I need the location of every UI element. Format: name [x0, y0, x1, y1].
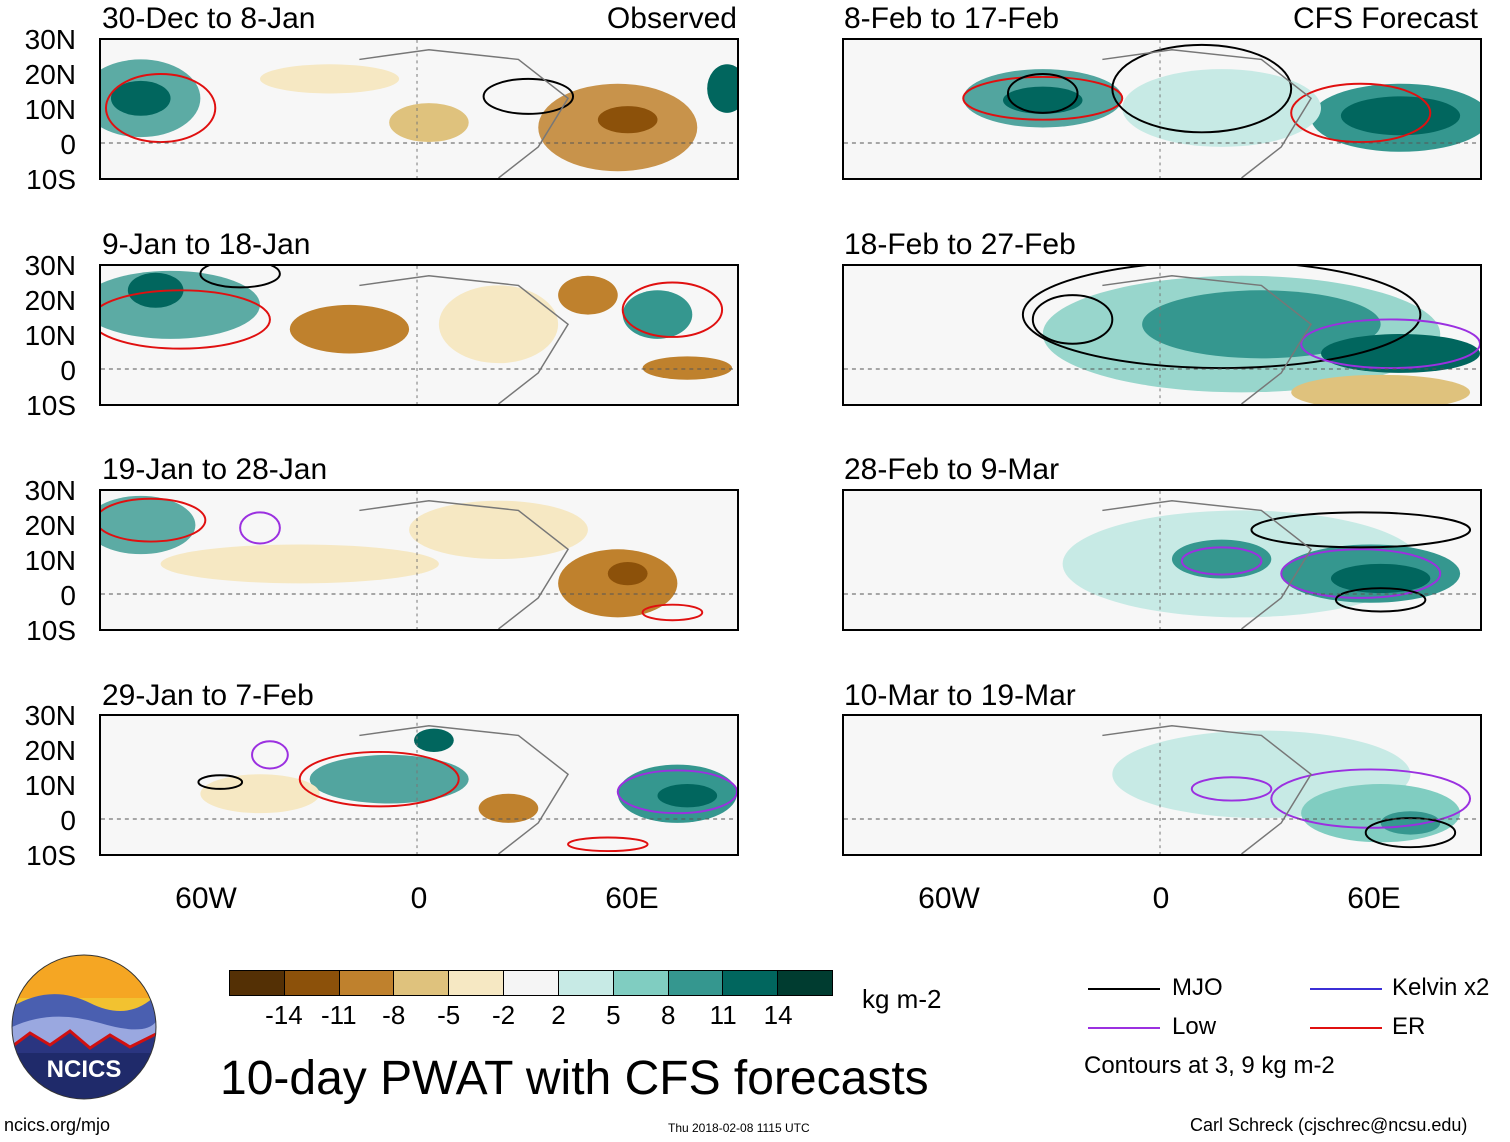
- units-label: kg m-2: [862, 984, 942, 1014]
- map-field: [842, 714, 1482, 856]
- colorbar-tick: 14: [763, 1000, 793, 1030]
- lat-label: 20N: [24, 510, 76, 541]
- legend-line-low: [1088, 1027, 1160, 1029]
- lat-label: 10N: [24, 545, 76, 576]
- colorbar-cell: [558, 971, 614, 995]
- lat-label: 10S: [26, 615, 76, 646]
- lon-label: 60W: [175, 882, 237, 915]
- colorbar: [229, 970, 833, 996]
- panel-period: 29-Jan to 7-Feb: [102, 679, 314, 712]
- colorbar-tick: 5: [606, 1000, 621, 1030]
- lon-label: 0: [410, 882, 428, 915]
- colorbar-cell: [284, 971, 340, 995]
- lat-label: 30N: [24, 700, 76, 731]
- colorbar-cell: [778, 971, 832, 995]
- colorbar-tick: -5: [437, 1000, 461, 1030]
- lat-label: 30N: [24, 250, 76, 281]
- map-field: [842, 38, 1482, 180]
- lat-label: 0: [60, 355, 76, 386]
- map-field: [99, 264, 739, 406]
- map-field: [99, 489, 739, 631]
- colorbar-tick: -11: [320, 1000, 357, 1030]
- colorbar-cell: [723, 971, 779, 995]
- colorbar-tick: -14: [265, 1000, 303, 1030]
- legend-label: Kelvin x2: [1392, 974, 1490, 1001]
- colorbar-cell: [504, 971, 559, 995]
- panel-period: 19-Jan to 28-Jan: [102, 453, 328, 486]
- forecast-label: CFS Forecast: [1292, 2, 1478, 35]
- colorbar-tick: 8: [661, 1000, 676, 1030]
- legend-line-mjo: [1088, 988, 1160, 990]
- panel-period: 9-Jan to 18-Jan: [102, 228, 311, 261]
- map-field: [842, 264, 1482, 406]
- footer-url: ncics.org/mjo: [4, 1115, 111, 1135]
- lon-label: 60W: [918, 882, 980, 915]
- legend-line-er: [1310, 1027, 1382, 1029]
- panel-period: 28-Feb to 9-Mar: [844, 453, 1060, 486]
- panel-period: 10-Mar to 19-Mar: [844, 679, 1076, 712]
- lat-label: 20N: [24, 59, 76, 90]
- lat-label: 30N: [24, 475, 76, 506]
- lat-label: 20N: [24, 285, 76, 316]
- colorbar-tick: 11: [709, 1000, 737, 1030]
- lon-label: 0: [1152, 882, 1170, 915]
- panel-period: 18-Feb to 27-Feb: [844, 228, 1076, 261]
- logo-text: NCICS: [47, 1056, 122, 1083]
- footer-credit: Carl Schreck (cjschrec@ncsu.edu): [1190, 1115, 1468, 1135]
- colorbar-cell: [613, 971, 669, 995]
- colorbar-tick: -2: [491, 1000, 516, 1030]
- lat-label: 0: [60, 805, 76, 836]
- figure-title: 10-day PWAT with CFS forecasts: [220, 1052, 929, 1105]
- lat-label: 10S: [26, 390, 76, 421]
- colorbar-cell: [449, 971, 505, 995]
- lon-label: 60E: [605, 882, 659, 915]
- lat-label: 10S: [26, 164, 76, 195]
- lat-label: 30N: [24, 24, 76, 55]
- legend-line-kelvin: [1310, 988, 1382, 990]
- colorbar-cell: [230, 971, 285, 995]
- lat-label: 10S: [26, 840, 76, 871]
- colorbar-cell: [668, 971, 724, 995]
- lat-label: 10N: [24, 94, 76, 125]
- observed-label: Observed: [606, 2, 737, 35]
- colorbar-tick: 2: [551, 1000, 566, 1030]
- lat-label: 0: [60, 129, 76, 160]
- lat-label: 0: [60, 580, 76, 611]
- legend-note: Contours at 3, 9 kg m-2: [1084, 1052, 1335, 1079]
- lat-label: 10N: [24, 770, 76, 801]
- legend-label: Low: [1172, 1013, 1217, 1040]
- legend-label: ER: [1392, 1013, 1426, 1040]
- map-field: [842, 489, 1482, 631]
- legend-label: MJO: [1172, 974, 1223, 1001]
- panel-period: 8-Feb to 17-Feb: [844, 2, 1060, 35]
- panel-period: 30-Dec to 8-Jan: [102, 2, 316, 35]
- colorbar-cell: [339, 971, 395, 995]
- ncics-logo: NCICS: [10, 953, 158, 1101]
- colorbar-tick: -8: [382, 1000, 406, 1030]
- lat-label: 10N: [24, 320, 76, 351]
- footer-timestamp: Thu 2018-02-08 1115 UTC: [668, 1121, 810, 1135]
- colorbar-cell: [394, 971, 450, 995]
- map-field: [99, 714, 739, 856]
- map-field: [99, 38, 739, 180]
- lat-label: 20N: [24, 735, 76, 766]
- lon-label: 60E: [1347, 882, 1401, 915]
